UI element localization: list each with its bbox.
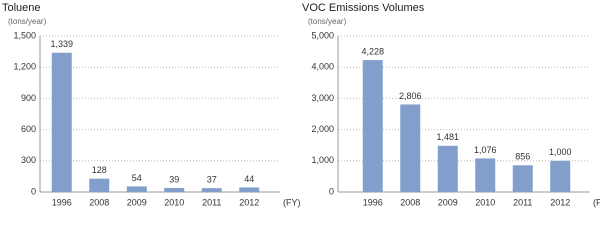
- chart-title: VOC Emissions Volumes: [302, 2, 425, 14]
- bar: [475, 158, 496, 192]
- y-tick-label: 2,000: [311, 124, 334, 134]
- value-label: 39: [169, 174, 179, 184]
- x-tick-label: 2010: [475, 197, 495, 207]
- value-label: 1,481: [436, 132, 459, 142]
- bar: [239, 187, 260, 192]
- bar: [201, 188, 222, 192]
- x-tick-label: 2008: [400, 197, 420, 207]
- x-tick-label: 2011: [202, 197, 221, 207]
- bar: [89, 178, 110, 192]
- x-tick-label: 2009: [438, 197, 458, 207]
- y-tick-label: 1,200: [13, 62, 36, 72]
- value-label: 1,076: [474, 145, 497, 155]
- x-tick-label: 2012: [550, 197, 570, 207]
- bar: [400, 104, 421, 192]
- bar: [437, 145, 458, 192]
- bar: [512, 165, 533, 192]
- value-label: 1,000: [549, 147, 572, 157]
- y-tick-label: 4,000: [311, 62, 334, 72]
- x-tick-label: 1996: [52, 197, 72, 207]
- x-tick-label: 2009: [127, 197, 147, 207]
- x-tick-label: 2012: [239, 197, 259, 207]
- charts: Toluene (tons/year) 0 300 600 900 1,200 1,500 (F…: [2, 2, 600, 207]
- x-axis-label: (FY): [283, 197, 301, 207]
- x-tick-label: 2010: [164, 197, 184, 207]
- y-tick-label: 5,000: [311, 30, 334, 40]
- y-tick-label: 0: [329, 186, 334, 196]
- x-axis-label: (FY): [593, 197, 600, 207]
- y-tick-label: 600: [21, 124, 36, 134]
- chart-title: Toluene: [2, 2, 41, 14]
- value-label: 128: [92, 165, 107, 175]
- bar: [550, 160, 571, 192]
- bar: [51, 52, 72, 192]
- x-tick-label: 2008: [89, 197, 109, 207]
- x-tick-label: 1996: [363, 197, 383, 207]
- y-tick-label: 0: [31, 186, 36, 196]
- y-tick-label: 1,000: [311, 155, 334, 165]
- y-axis-label: (tons/year): [308, 17, 347, 26]
- value-label: 1,339: [50, 39, 73, 49]
- value-label: 54: [132, 173, 142, 183]
- value-label: 856: [515, 152, 530, 162]
- y-tick-label: 900: [21, 93, 36, 103]
- value-label: 37: [207, 175, 217, 185]
- y-tick-label: 1,500: [13, 30, 36, 40]
- y-axis-label: (tons/year): [8, 17, 47, 26]
- value-label: 2,806: [399, 91, 422, 101]
- bar: [126, 186, 147, 192]
- bar: [164, 187, 185, 192]
- value-label: 4,228: [361, 46, 384, 56]
- y-tick-label: 3,000: [311, 93, 334, 103]
- y-tick-label: 300: [21, 155, 36, 165]
- bar: [362, 60, 383, 193]
- value-label: 44: [244, 174, 254, 184]
- x-tick-label: 2011: [513, 197, 532, 207]
